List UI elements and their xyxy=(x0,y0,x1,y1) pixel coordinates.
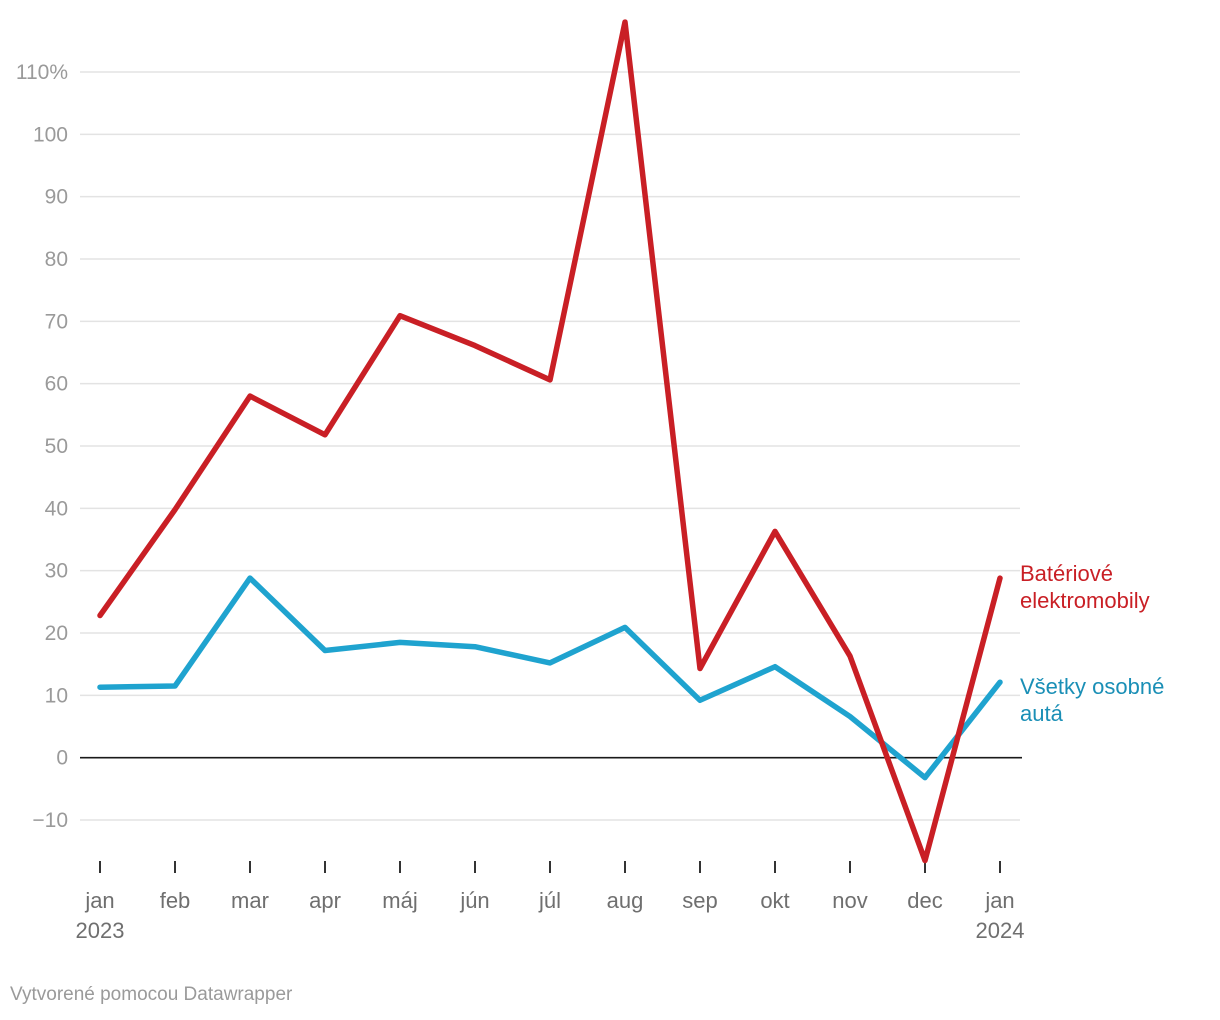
x-tick-label: júl xyxy=(538,888,561,913)
y-tick-label: 70 xyxy=(45,310,68,333)
x-tick-label: mar xyxy=(231,888,269,913)
y-tick-label: 80 xyxy=(45,248,68,271)
y-tick-label: −10 xyxy=(32,809,68,832)
x-tick-year-label: 2023 xyxy=(76,918,125,943)
x-tick-label: sep xyxy=(682,888,717,913)
series-label: autá xyxy=(1020,701,1064,726)
x-tick-label: máj xyxy=(382,888,417,913)
y-tick-label: 10 xyxy=(45,684,68,707)
x-tick-label: aug xyxy=(607,888,644,913)
x-tick-label: jan xyxy=(984,888,1014,913)
y-tick-label: 40 xyxy=(45,497,68,520)
y-tick-label: 110% xyxy=(16,61,68,84)
y-tick-label: 90 xyxy=(45,186,68,209)
x-tick-label: apr xyxy=(309,888,341,913)
series-line-vsetky-osobne-auta xyxy=(97,575,1003,781)
series-line-bateriove-elektromobily xyxy=(97,19,1003,864)
x-tick-label: nov xyxy=(832,888,867,913)
footer-credit: Vytvorené pomocou Datawrapper xyxy=(10,984,293,1005)
series-label: Batériové xyxy=(1020,561,1113,586)
y-tick-label: 60 xyxy=(45,373,68,396)
x-tick-label: okt xyxy=(760,888,789,913)
y-tick-label: 100 xyxy=(33,123,68,146)
x-tick-label: jan xyxy=(84,888,114,913)
series-label: Všetky osobné xyxy=(1020,674,1164,699)
x-tick-year-label: 2024 xyxy=(976,918,1025,943)
y-tick-label: 20 xyxy=(45,622,68,645)
y-gridlines xyxy=(80,71,1020,821)
x-tick-label: dec xyxy=(907,888,942,913)
y-tick-label: 0 xyxy=(56,747,68,770)
y-tick-label: 30 xyxy=(45,560,68,583)
y-tick-label: 50 xyxy=(45,435,68,458)
x-tick-label: jún xyxy=(459,888,489,913)
x-tick-label: feb xyxy=(160,888,191,913)
series-label: elektromobily xyxy=(1020,588,1150,613)
